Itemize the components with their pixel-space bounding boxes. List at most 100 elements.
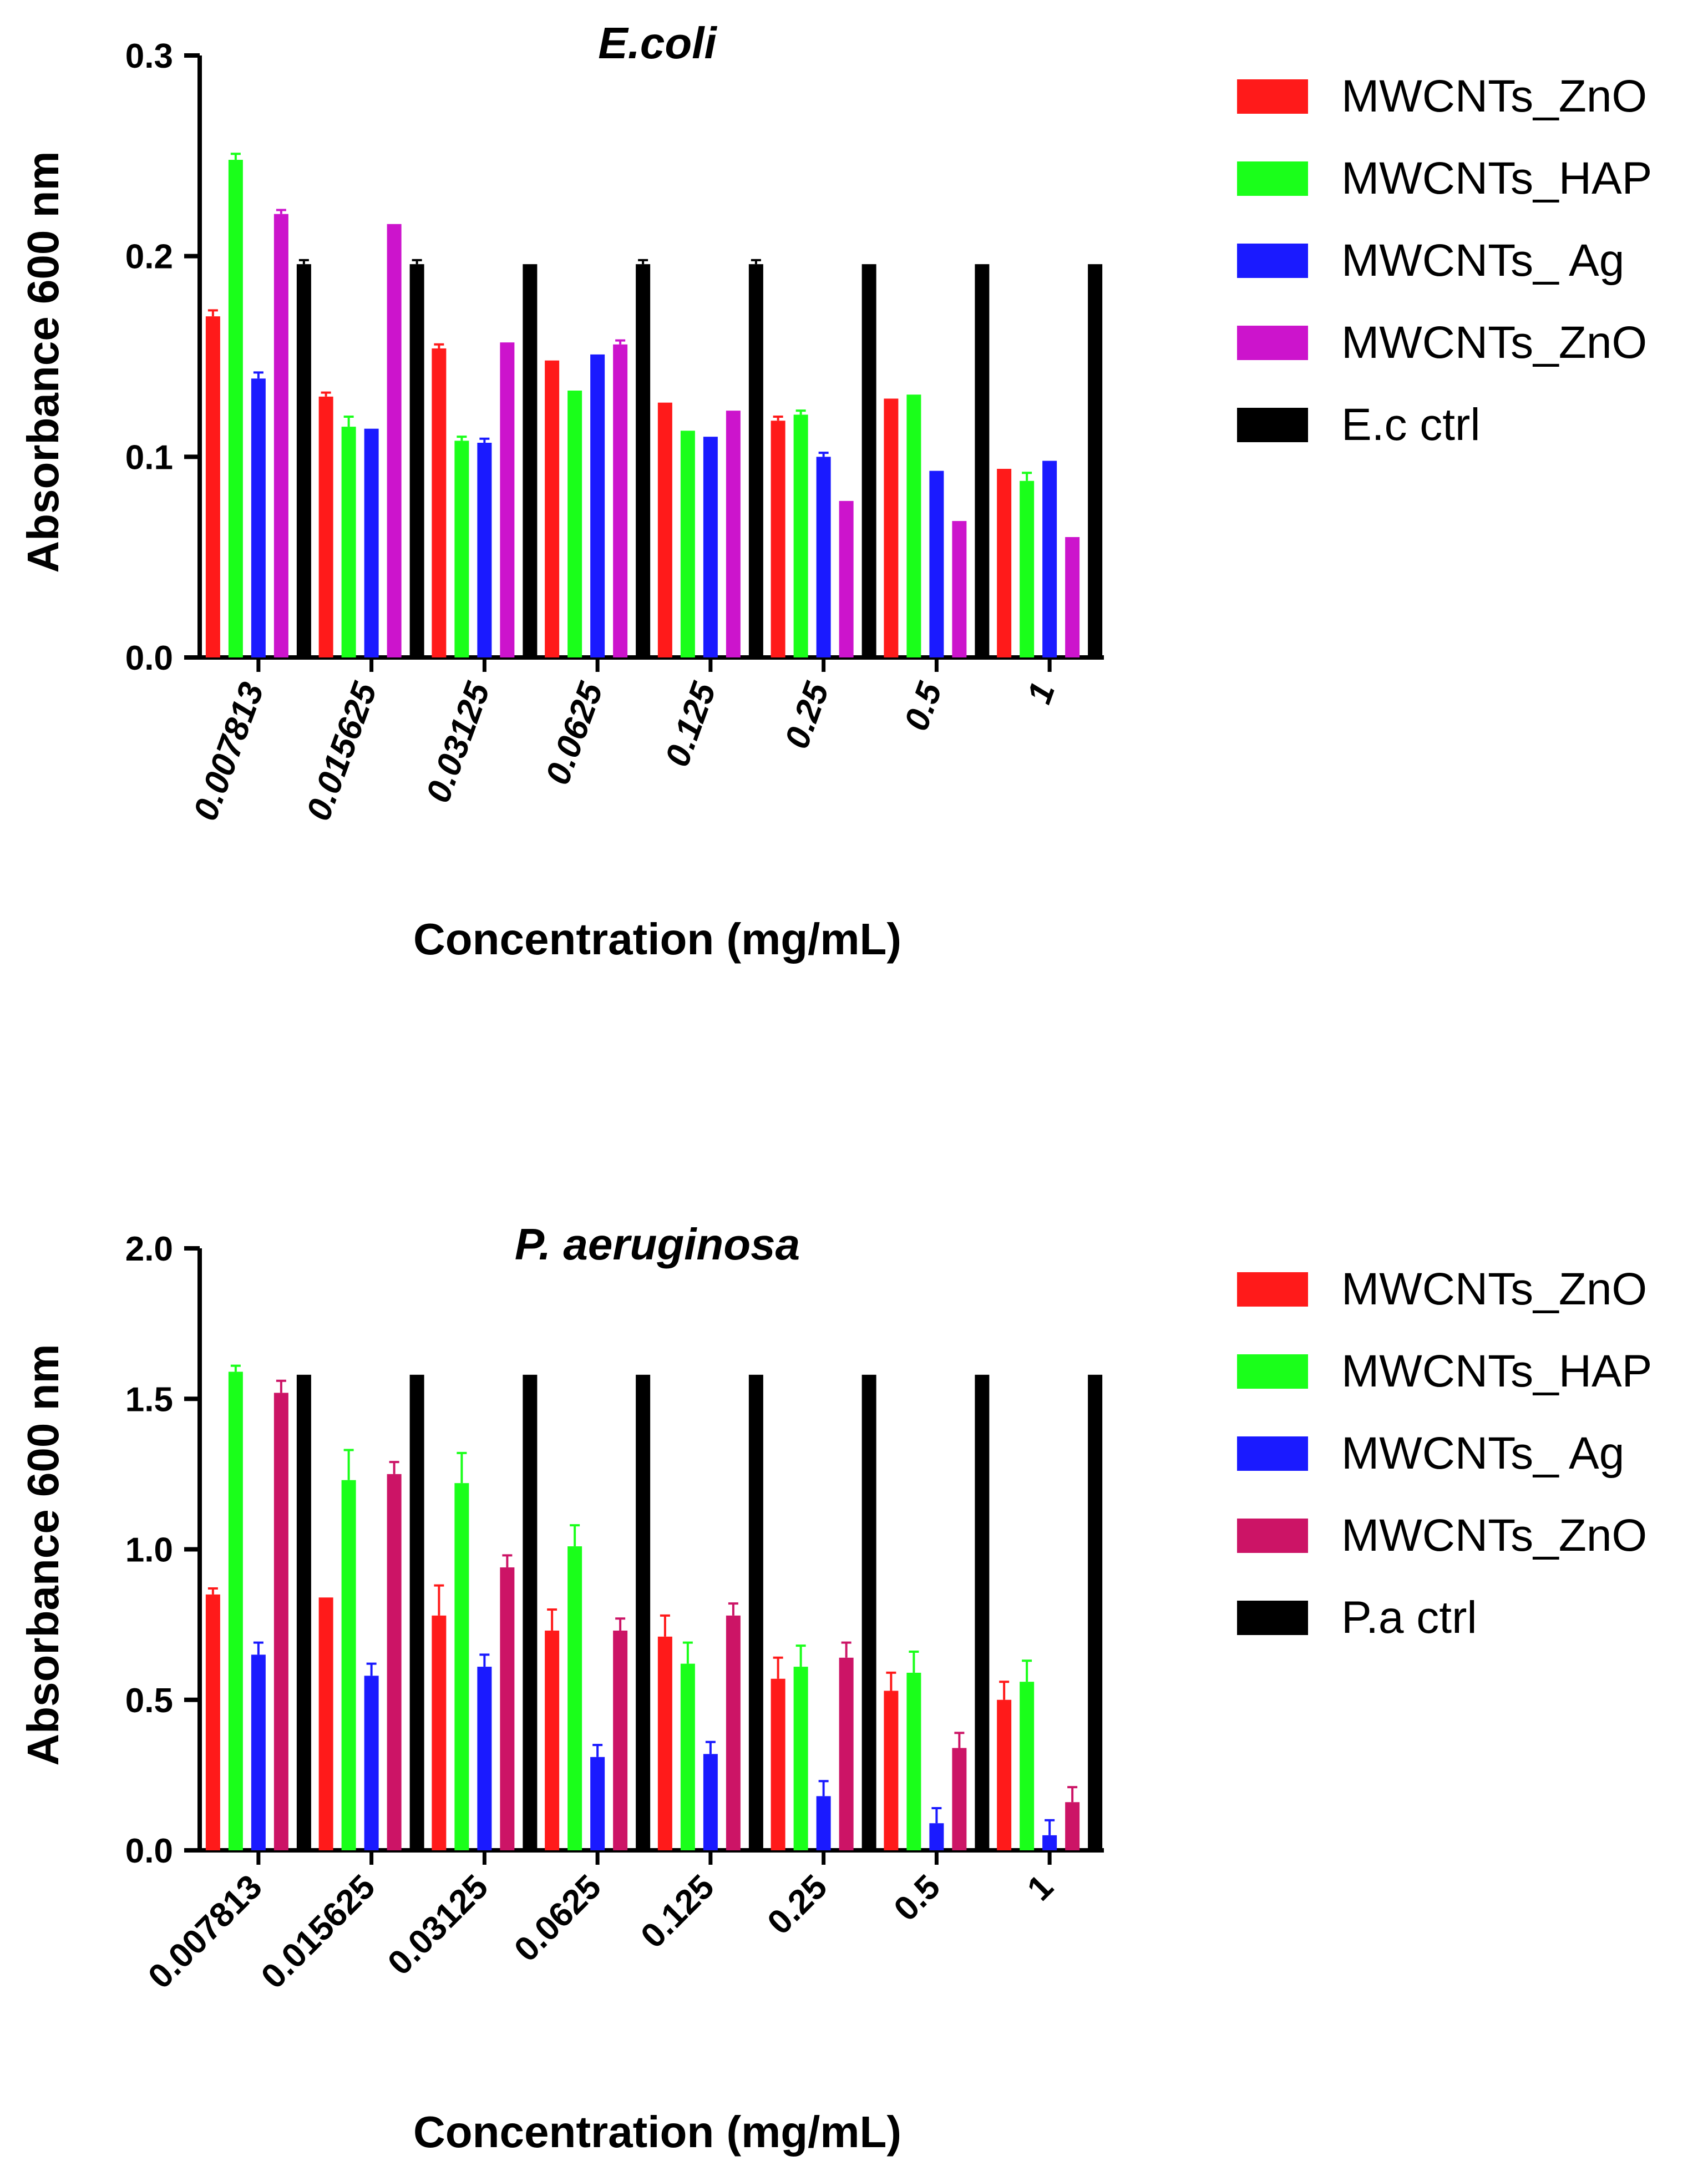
bar bbox=[997, 469, 1012, 657]
bar bbox=[1065, 1802, 1080, 1850]
bar bbox=[477, 443, 492, 657]
bar bbox=[318, 396, 333, 657]
y-tick-label: 0.2 bbox=[125, 238, 173, 276]
y-tick-label: 0.0 bbox=[125, 1832, 173, 1870]
bar bbox=[613, 344, 628, 657]
bar bbox=[884, 1691, 899, 1850]
bar bbox=[793, 414, 808, 657]
bar bbox=[590, 354, 605, 657]
bar bbox=[657, 402, 672, 657]
legend-label: P.a ctrl bbox=[1341, 1592, 1477, 1643]
y-tick-label: 0.1 bbox=[125, 438, 173, 477]
x-tick-label: 1 bbox=[1020, 1868, 1061, 1908]
bar bbox=[1042, 1835, 1057, 1850]
bar bbox=[364, 1676, 379, 1850]
bar bbox=[884, 398, 899, 657]
x-tick-label: 0.015625 bbox=[299, 677, 384, 826]
chart-2: P. aeruginosa 0.0 0.5 1.0 1.5 2.0 0.0078130.01… bbox=[18, 1219, 1652, 2157]
bar bbox=[409, 1374, 424, 1850]
x-tick-label: 1 bbox=[1020, 677, 1063, 709]
bar bbox=[432, 348, 447, 657]
legend-label: MWCNTs_HAP bbox=[1341, 1346, 1652, 1396]
legend-label: MWCNTs_ Ag bbox=[1341, 235, 1624, 286]
bar bbox=[1088, 264, 1103, 658]
bar bbox=[906, 394, 921, 657]
bar bbox=[409, 264, 424, 658]
bar bbox=[567, 390, 582, 657]
legend-swatch bbox=[1237, 244, 1308, 278]
x-tick-label: 0.5 bbox=[887, 1868, 948, 1929]
x-tick-label: 0.0625 bbox=[507, 1868, 609, 1969]
bar bbox=[952, 521, 967, 657]
y-axis-label: Absorbance 600 nm bbox=[18, 1344, 68, 1765]
bar bbox=[839, 500, 854, 657]
bar bbox=[748, 1374, 763, 1850]
x-tick-label: 0.5 bbox=[897, 677, 950, 736]
bar bbox=[454, 1483, 469, 1850]
legend-swatch bbox=[1237, 79, 1308, 114]
legend-label: MWCNTs_ZnO bbox=[1341, 317, 1647, 368]
bar bbox=[341, 427, 356, 657]
bar bbox=[1020, 480, 1035, 657]
bar bbox=[657, 1636, 672, 1850]
bar bbox=[500, 1567, 515, 1850]
bar bbox=[680, 431, 695, 657]
x-tick-label: 0.015625 bbox=[254, 1868, 383, 1996]
y-tick-label: 0.0 bbox=[125, 639, 173, 677]
bar bbox=[251, 1654, 266, 1850]
x-tick-label: 0.007813 bbox=[186, 677, 271, 826]
bar bbox=[771, 421, 785, 657]
bar bbox=[228, 1372, 243, 1850]
legend-label: MWCNTs_ Ag bbox=[1341, 1428, 1624, 1479]
y-tick-label: 1.0 bbox=[125, 1531, 173, 1570]
bar bbox=[952, 1748, 967, 1850]
bar bbox=[1042, 460, 1057, 657]
legend: MWCNTs_ZnO MWCNTs_HAP MWCNTs_ Ag MWCNTs_ZnO… bbox=[1237, 1264, 1652, 1643]
bar bbox=[432, 1615, 447, 1850]
x-tick-label: 0.25 bbox=[760, 1868, 834, 1942]
bar bbox=[205, 316, 220, 657]
bar bbox=[861, 264, 876, 658]
bar bbox=[1020, 1682, 1035, 1850]
legend-swatch bbox=[1237, 326, 1308, 360]
legend-swatch bbox=[1237, 1519, 1308, 1553]
x-tick-label: 0.0625 bbox=[539, 677, 611, 790]
bar bbox=[296, 264, 311, 658]
x-axis-label: Concentration (mg/mL) bbox=[413, 2107, 901, 2157]
bar bbox=[816, 457, 831, 657]
bar bbox=[567, 1546, 582, 1850]
legend-swatch bbox=[1237, 161, 1308, 196]
bar bbox=[1088, 1374, 1103, 1850]
bar bbox=[703, 437, 718, 657]
bar bbox=[341, 1480, 356, 1850]
bar bbox=[748, 264, 763, 658]
y-tick-label: 2.0 bbox=[125, 1230, 173, 1268]
x-tick-label: 0.125 bbox=[633, 1868, 722, 1956]
legend-label: E.c ctrl bbox=[1341, 399, 1481, 450]
bar bbox=[975, 1374, 990, 1850]
bar bbox=[636, 264, 651, 658]
bar bbox=[1065, 537, 1080, 657]
bar bbox=[545, 360, 560, 657]
bar bbox=[228, 160, 243, 658]
bar bbox=[523, 264, 538, 658]
bar bbox=[906, 1672, 921, 1850]
legend-swatch bbox=[1237, 1354, 1308, 1389]
bar bbox=[273, 214, 288, 657]
bar bbox=[861, 1374, 876, 1850]
bar bbox=[636, 1374, 651, 1850]
bar bbox=[726, 411, 741, 657]
bar bbox=[975, 264, 990, 658]
bar bbox=[793, 1667, 808, 1850]
x-tick-label: 0.03125 bbox=[419, 677, 498, 808]
bar bbox=[816, 1796, 831, 1850]
x-tick-label: 0.25 bbox=[778, 677, 837, 753]
bar bbox=[296, 1374, 311, 1850]
x-tick-label: 0.007813 bbox=[141, 1868, 270, 1996]
bar bbox=[929, 470, 944, 657]
legend-swatch bbox=[1237, 1601, 1308, 1635]
bar bbox=[703, 1754, 718, 1850]
bar bbox=[680, 1663, 695, 1850]
